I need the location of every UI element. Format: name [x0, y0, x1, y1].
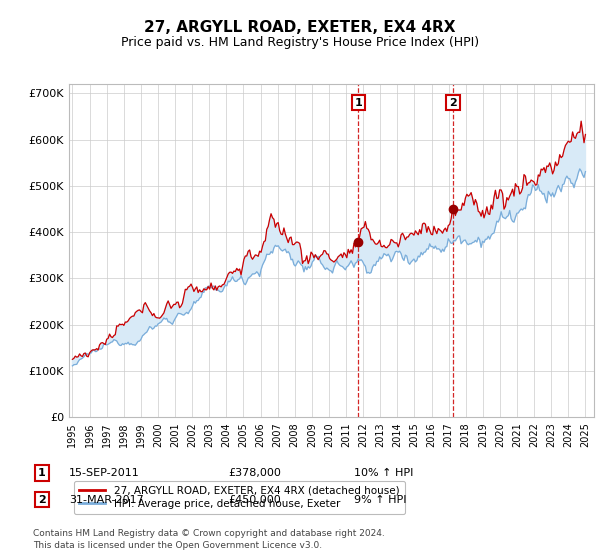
Text: 1: 1	[355, 97, 362, 108]
Text: 10% ↑ HPI: 10% ↑ HPI	[354, 468, 413, 478]
Text: 9% ↑ HPI: 9% ↑ HPI	[354, 494, 407, 505]
Text: 1: 1	[38, 468, 46, 478]
Legend: 27, ARGYLL ROAD, EXETER, EX4 4RX (detached house), HPI: Average price, detached : 27, ARGYLL ROAD, EXETER, EX4 4RX (detach…	[74, 480, 404, 514]
Text: £378,000: £378,000	[228, 468, 281, 478]
Text: 27, ARGYLL ROAD, EXETER, EX4 4RX: 27, ARGYLL ROAD, EXETER, EX4 4RX	[144, 20, 456, 35]
Text: Contains HM Land Registry data © Crown copyright and database right 2024.
This d: Contains HM Land Registry data © Crown c…	[33, 529, 385, 550]
Text: 31-MAR-2017: 31-MAR-2017	[69, 494, 144, 505]
Text: 2: 2	[38, 494, 46, 505]
Text: £450,000: £450,000	[228, 494, 281, 505]
Text: 2: 2	[449, 97, 457, 108]
Text: Price paid vs. HM Land Registry's House Price Index (HPI): Price paid vs. HM Land Registry's House …	[121, 36, 479, 49]
Text: 15-SEP-2011: 15-SEP-2011	[69, 468, 140, 478]
